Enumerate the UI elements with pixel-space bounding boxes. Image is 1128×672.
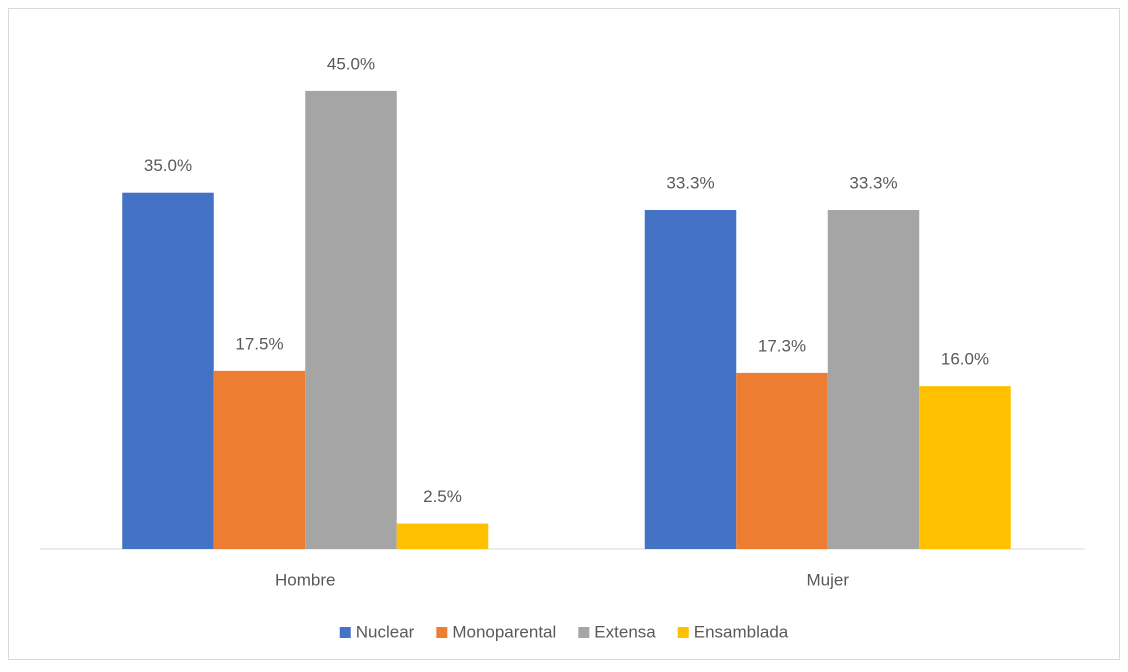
bar xyxy=(122,192,214,549)
bar xyxy=(396,523,489,549)
data-label: 2.5% xyxy=(423,487,462,506)
legend-label: Extensa xyxy=(594,622,656,641)
bar xyxy=(736,372,828,549)
legend-label: Nuclear xyxy=(356,622,415,641)
legend-label: Ensamblada xyxy=(694,622,789,641)
bar xyxy=(827,210,920,550)
x-tick-label: Mujer xyxy=(806,570,849,589)
bar xyxy=(213,370,306,549)
legend-swatch xyxy=(578,627,590,638)
bar xyxy=(644,210,737,550)
data-label: 33.3% xyxy=(666,173,714,192)
data-label: 45.0% xyxy=(327,54,375,73)
data-label: 33.3% xyxy=(849,173,897,192)
legend-swatch xyxy=(677,627,689,638)
bar xyxy=(919,386,1011,549)
bar xyxy=(305,90,397,550)
legend-swatch xyxy=(339,627,351,638)
data-label: 16.0% xyxy=(941,350,989,369)
x-tick-label: Hombre xyxy=(275,570,335,589)
data-label: 17.5% xyxy=(235,334,283,353)
data-label: 17.3% xyxy=(758,336,806,355)
data-label: 35.0% xyxy=(144,156,192,175)
legend-label: Monoparental xyxy=(452,622,556,641)
legend-swatch xyxy=(436,627,448,638)
